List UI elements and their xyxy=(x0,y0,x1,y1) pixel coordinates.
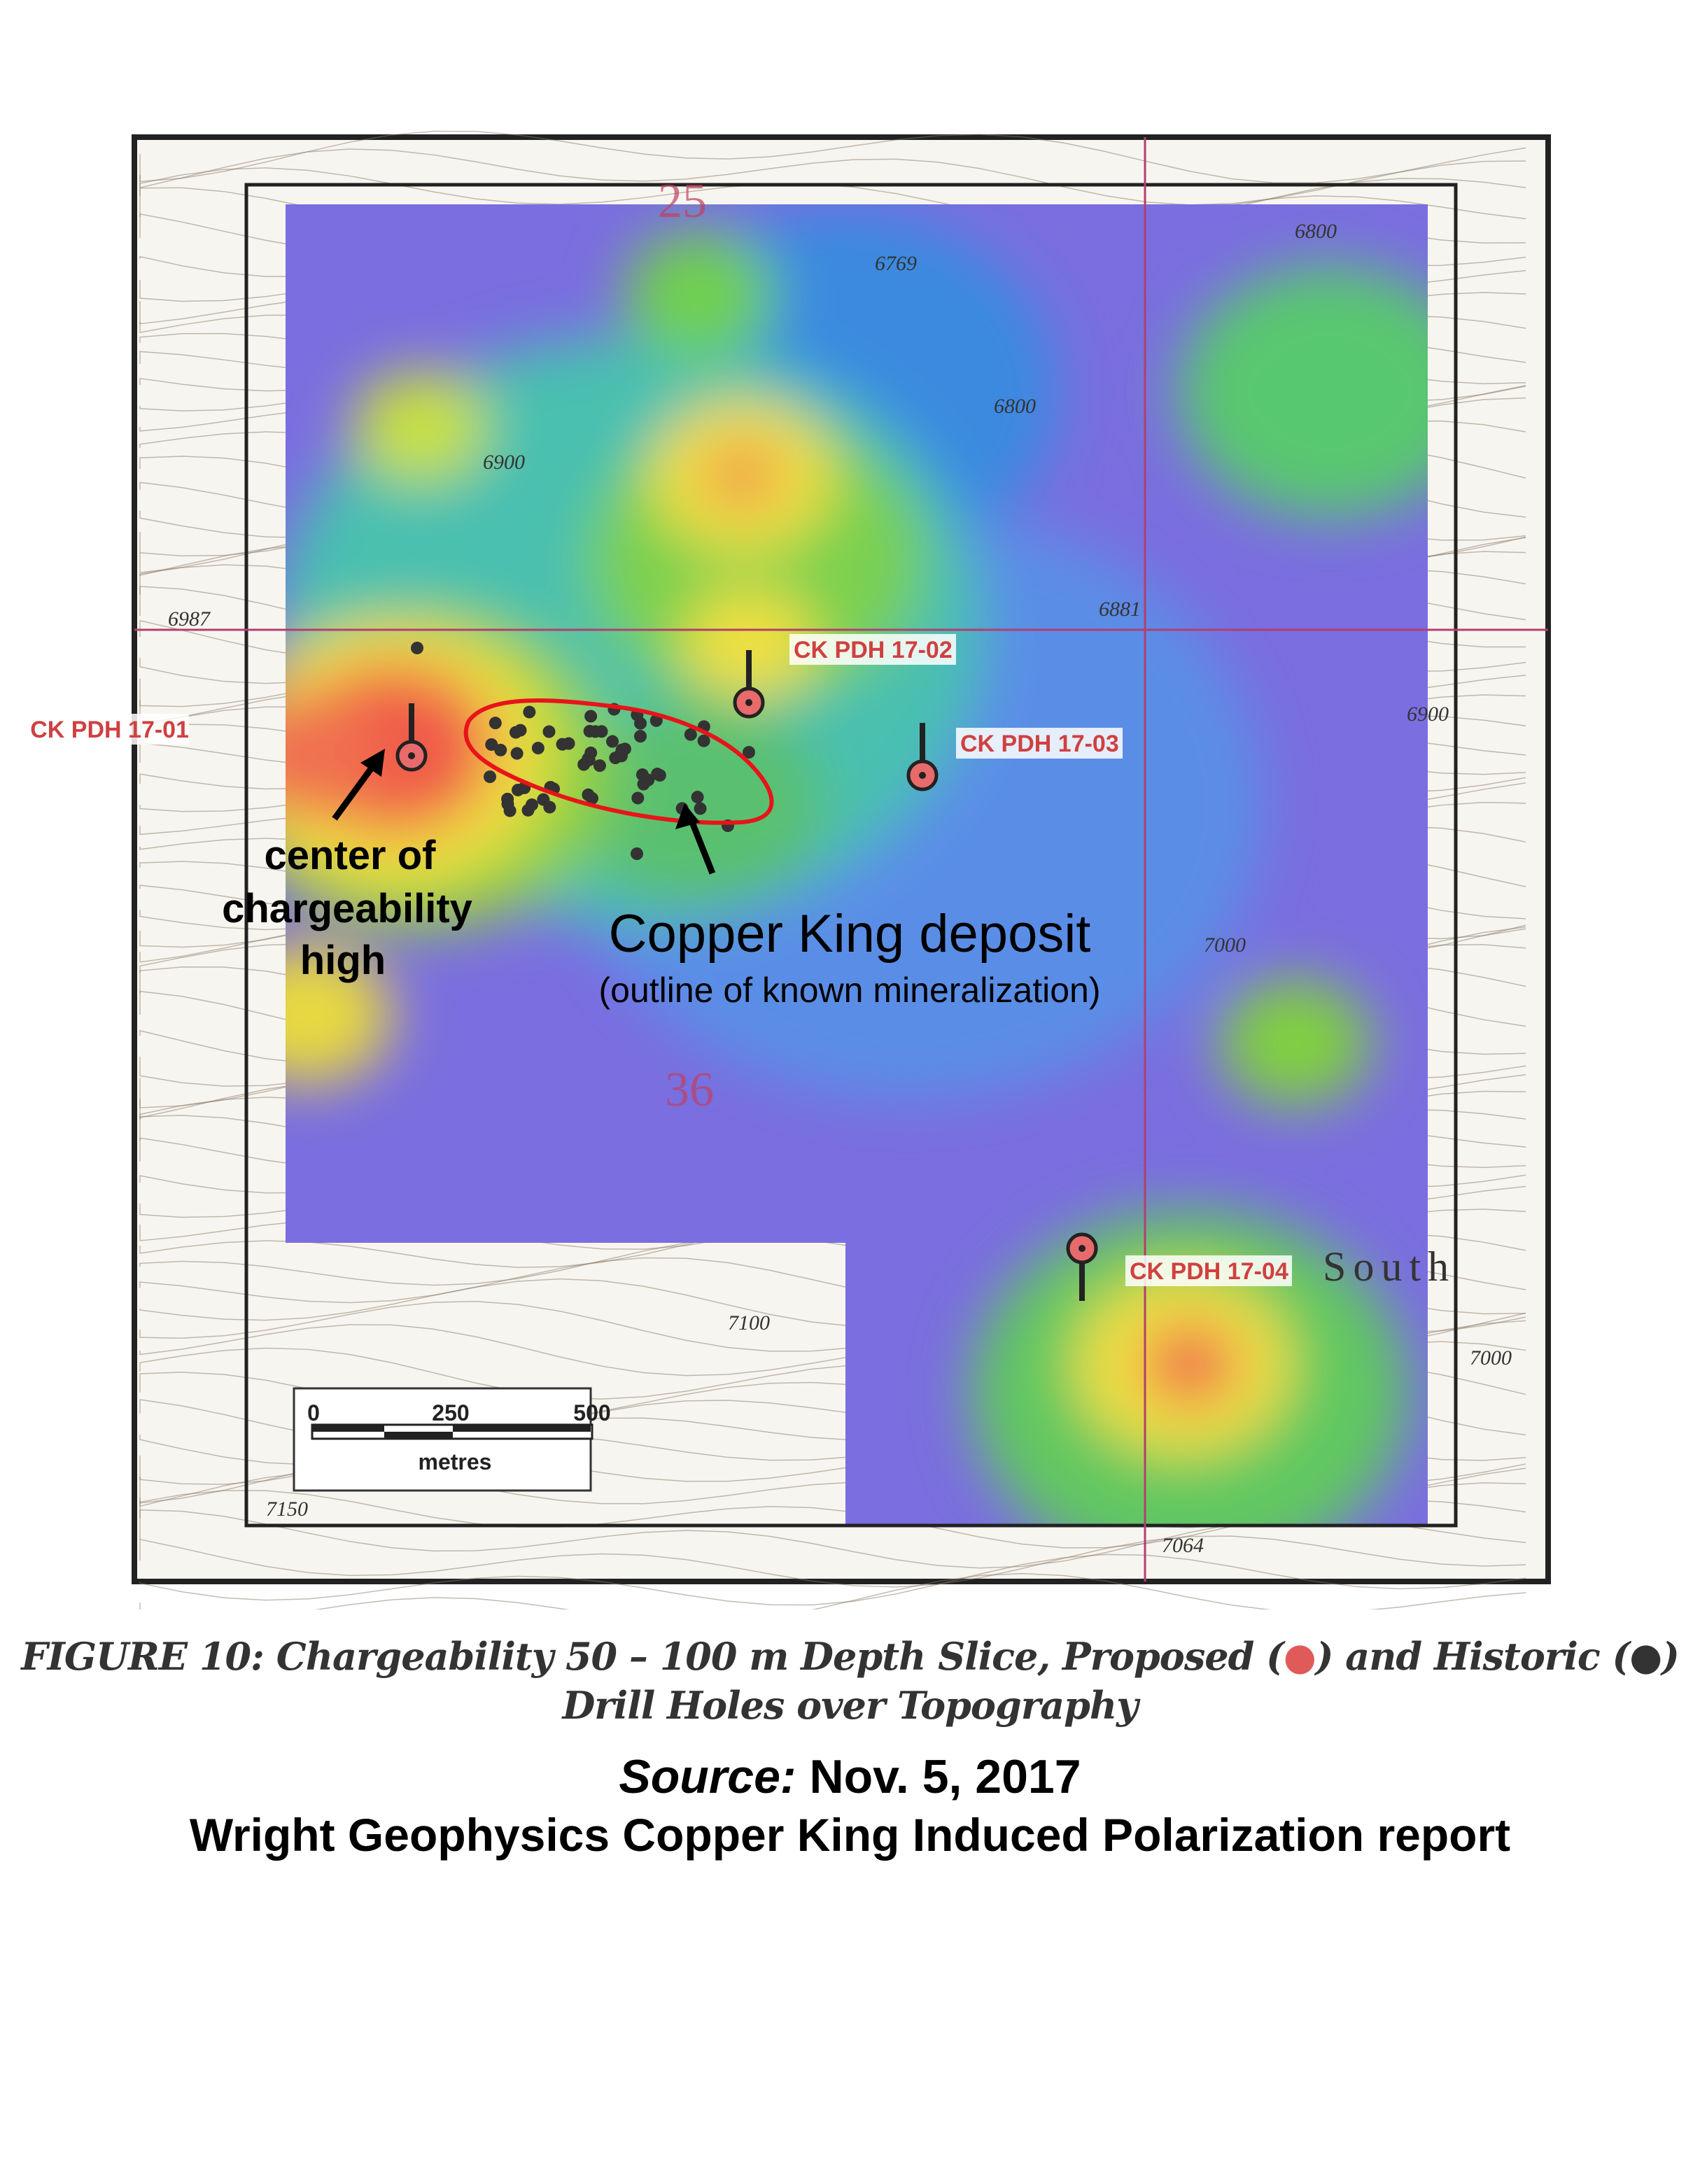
historic-hole xyxy=(489,717,502,730)
contour-label: 6800 xyxy=(994,395,1036,418)
historic-hole xyxy=(484,770,496,783)
historic-hole xyxy=(526,798,538,811)
contour-label: 6900 xyxy=(483,451,525,474)
scale-bar: 0 250 500 metres xyxy=(293,1387,611,1492)
caption-text: ) and Historic ( xyxy=(1315,1634,1630,1679)
historic-hole xyxy=(593,759,606,773)
historic-hole xyxy=(531,742,545,755)
contour-label: 6900 xyxy=(1407,703,1449,726)
historic-hole xyxy=(523,705,536,719)
section-number: 25 xyxy=(658,174,707,228)
drill-hole-label: CK PDH 17-01 xyxy=(30,717,189,743)
historic-hole xyxy=(631,791,645,805)
historic-hole xyxy=(503,804,517,817)
annotation-deposit-sub: (outline of known mineralization) xyxy=(598,971,1100,1010)
annotation-high-1: center of xyxy=(265,833,437,878)
historic-hole xyxy=(510,747,524,760)
historic-hole xyxy=(684,728,697,741)
proposed-drill-hole[interactable]: CK PDH 17-01 xyxy=(22,703,428,772)
property-boundary xyxy=(244,183,1458,1528)
historic-hole xyxy=(606,735,619,748)
source-date: Nov. 5, 2017 xyxy=(796,1750,1081,1803)
scale-tick: 250 xyxy=(432,1400,469,1425)
proposed-drill-hole[interactable]: CK PDH 17-04 xyxy=(1066,1232,1292,1301)
proposed-drill-hole[interactable]: CK PDH 17-02 xyxy=(733,634,956,719)
drill-hole-label: CK PDH 17-04 xyxy=(1130,1258,1288,1285)
historic-hole xyxy=(512,783,525,796)
contour-label: 7100 xyxy=(728,1311,770,1334)
historic-hole xyxy=(543,801,556,814)
historic-hole xyxy=(584,710,598,723)
figure-caption-line1: FIGURE 10: Chargeability 50 – 100 m Dept… xyxy=(0,1634,1700,1679)
historic-hole xyxy=(584,746,598,759)
proposed-dot-icon: ● xyxy=(1283,1634,1316,1679)
chargeability-map: 6769 6800 6987 6881 7000 7100 7150 7064 7000 6900… xyxy=(22,130,1551,1609)
historic-hole xyxy=(694,802,707,815)
source-report: Wright Geophysics Copper King Induced Po… xyxy=(189,1809,1511,1861)
annotation-high-2: chargeability xyxy=(222,886,472,931)
historic-hole xyxy=(651,768,664,781)
historic-hole xyxy=(411,642,423,654)
historic-hole xyxy=(556,738,569,751)
historic-hole xyxy=(697,734,710,747)
contour-label: 7000 xyxy=(1204,934,1246,957)
scale-tick: 500 xyxy=(573,1400,610,1425)
historic-hole xyxy=(743,746,755,759)
arrow-high xyxy=(332,749,385,821)
drill-hole-label: CK PDH 17-03 xyxy=(960,731,1119,757)
contour-label: 6800 xyxy=(1295,220,1337,243)
historic-hole xyxy=(586,791,599,805)
historic-dot-icon: ● xyxy=(1629,1634,1662,1679)
contour-label: 7064 xyxy=(1162,1534,1204,1557)
figure-caption-line2: Drill Holes over Topography xyxy=(562,1683,1138,1728)
arrow-deposit xyxy=(675,803,716,875)
source-label: Source: xyxy=(619,1750,796,1803)
historic-hole xyxy=(634,717,647,730)
historic-hole xyxy=(485,738,498,751)
drill-hole-label: CK PDH 17-02 xyxy=(794,637,953,663)
place-label: South xyxy=(1323,1244,1456,1290)
contour-label: 6769 xyxy=(875,252,917,275)
historic-hole xyxy=(494,743,507,756)
annotation-high-3: high xyxy=(300,938,386,983)
caption-text: ) xyxy=(1662,1634,1680,1679)
historic-hole xyxy=(589,725,602,738)
section-number: 36 xyxy=(665,1063,714,1117)
historic-hole xyxy=(633,730,647,743)
contour-label: 7000 xyxy=(1470,1346,1512,1369)
historic-hole xyxy=(614,749,628,763)
historic-hole xyxy=(642,773,655,787)
proposed-drill-hole[interactable]: CK PDH 17-03 xyxy=(906,723,1123,791)
source-line: Source: Nov. 5, 2017 xyxy=(0,1749,1700,1804)
historic-drill-holes xyxy=(411,642,755,860)
historic-hole xyxy=(631,847,643,860)
contour-label: 7150 xyxy=(266,1498,308,1521)
contour-label: 6987 xyxy=(168,607,211,630)
historic-hole xyxy=(514,724,527,737)
scale-tick: 0 xyxy=(307,1400,320,1425)
annotation-deposit: Copper King deposit xyxy=(609,904,1091,964)
scale-unit: metres xyxy=(419,1449,492,1474)
contour-label: 6881 xyxy=(1099,598,1141,621)
caption-text: FIGURE 10: Chargeability 50 – 100 m Dept… xyxy=(21,1634,1284,1679)
deposit-outline xyxy=(463,698,774,825)
historic-hole xyxy=(691,791,704,804)
historic-hole xyxy=(542,725,556,738)
